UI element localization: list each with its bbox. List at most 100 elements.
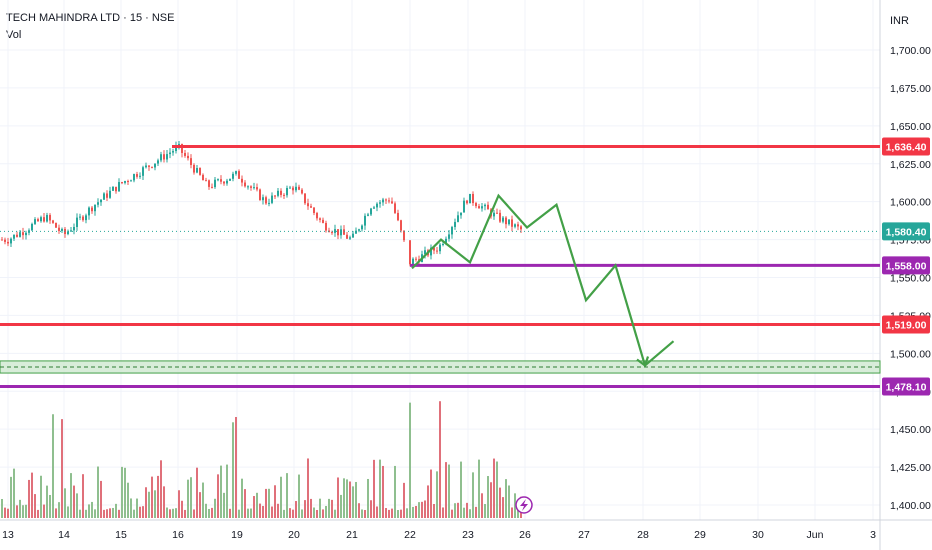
candle-body [304,193,306,204]
candle-body [55,222,57,228]
volume-bar [466,502,468,518]
candle-body [454,221,456,228]
candle-body [499,212,501,222]
candle-body [409,240,411,265]
volume-bar [25,504,27,518]
volume-bar [214,498,216,518]
volume-bar [79,509,81,518]
candle-body [340,229,342,236]
volume-bar [334,509,336,518]
candle-body [478,206,480,209]
volume-bar [142,506,144,518]
candle-body [469,193,471,204]
volume-bar [13,468,15,518]
level-lines[interactable] [0,144,880,389]
candle-body [229,178,231,181]
volume-bar [43,504,45,518]
volume-bar [442,507,444,518]
candle-body [259,189,261,201]
candle-body [430,247,432,256]
candle-body [202,174,204,181]
candle-body [121,182,123,184]
volume-bar [373,459,375,518]
volume-bar [388,509,390,518]
candle-body [142,167,144,176]
volume-bar [85,509,87,518]
candle-body [352,233,354,238]
candle-body [199,168,201,175]
volume-bar [31,472,33,518]
candle-body [343,229,345,235]
price-axis[interactable]: 1,700.00 1,675.00 1,650.00 1,625.00 1,600.00… [890,45,931,512]
volume-bar [403,482,405,518]
candle-body [298,186,300,190]
volume-bar [181,500,183,518]
volume-bar [265,488,267,518]
candle-body [118,182,120,192]
price-tag-label: 1,519.00 [886,320,927,332]
candle-body [148,165,150,167]
currency-label[interactable]: INR [890,15,909,27]
volume-bar [244,489,246,518]
volume-bar [289,508,291,518]
candle-body [94,204,96,212]
candle-body [97,202,99,205]
volume-bar [205,503,207,518]
candle-body [25,232,27,236]
candle-body [271,195,273,203]
x-tick-label: 30 [752,529,764,541]
volume-bar [361,509,363,518]
volume-bar [247,508,249,518]
candle-body [13,234,15,239]
volume-bar [448,464,450,518]
candle-body [397,212,399,221]
candle-body [145,165,147,168]
volume-bar [223,492,225,518]
projection-path[interactable] [411,193,675,368]
price-tag [882,377,930,396]
volume-indicator-label[interactable]: Vol [6,29,22,41]
volume-bar [16,505,18,518]
volume-bar [250,508,252,518]
volume-bar [286,473,288,518]
volume-bar [517,509,519,518]
x-tick-label: 28 [637,529,649,541]
volume-bar [238,509,240,518]
price-tag-label: 1,478.10 [886,382,927,394]
lightning-icon[interactable] [515,496,533,514]
volume-bar [190,477,192,518]
volume-bar [82,474,84,518]
volume-bar [499,487,501,518]
y-tick-label: 1,625.00 [890,159,931,171]
volume-bar [34,494,36,518]
candle-body [64,228,66,235]
volume-bar [490,482,492,518]
volume-bar [451,509,453,518]
volume-bar [277,503,279,518]
y-tick-label: 1,675.00 [890,83,931,95]
y-tick-label: 1,700.00 [890,45,931,57]
volume-bar [220,465,222,518]
candle-body [496,212,498,214]
candle-body [445,238,447,244]
symbol-title[interactable]: TECH MAHINDRA LTD · 15 · NSE [6,12,175,24]
candle-body [223,181,225,184]
volume-bar [58,502,60,518]
volume-bar [172,508,174,518]
volume-bar [478,459,480,518]
candle-body [487,204,489,210]
candle-body [106,193,108,198]
volume-bar [157,475,159,518]
candle-body [481,206,483,209]
volume-bar [103,509,105,518]
volume-bar [502,497,504,518]
candle-body [274,195,276,197]
volume-bar [61,419,63,518]
time-axis[interactable]: 13 14 15 16 19 20 21 22 23 26 27 28 29 30 Jun 3 [2,529,876,541]
candle-body [154,163,156,168]
price-tag [882,137,930,156]
candle-body [325,222,327,231]
volume-bar [70,473,72,518]
volume-bar [385,508,387,518]
